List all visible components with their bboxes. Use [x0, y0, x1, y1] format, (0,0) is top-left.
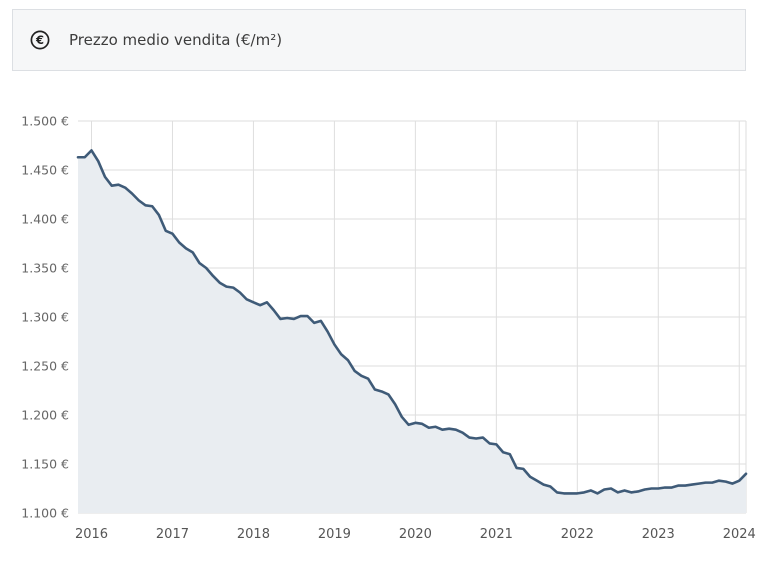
- x-tick-label: 2020: [399, 527, 432, 542]
- x-tick-label: 2016: [75, 527, 108, 542]
- x-tick-label: 2019: [318, 527, 351, 542]
- y-tick-label: 1.150 €: [21, 457, 69, 472]
- y-tick-label: 1.100 €: [21, 506, 69, 521]
- euro-circle-icon: €: [30, 30, 50, 50]
- chart-header: € Prezzo medio vendita (€/m²): [12, 9, 746, 71]
- y-tick-label: 1.450 €: [21, 163, 69, 178]
- x-tick-label: 2022: [561, 527, 594, 542]
- series-area: [78, 150, 746, 513]
- y-axis: 1.500 € 1.450 € 1.400 € 1.350 € 1.300 € 1.250…: [21, 114, 69, 521]
- y-tick-label: 1.300 €: [21, 310, 69, 325]
- x-axis: 2016 2017 2018 2019 2020 2021 2022 2023 2024: [75, 527, 756, 542]
- svg-text:€: €: [35, 33, 44, 47]
- y-tick-label: 1.400 €: [21, 212, 69, 227]
- x-tick-label: 2024: [723, 527, 756, 542]
- x-tick-label: 2017: [156, 527, 189, 542]
- x-tick-label: 2023: [642, 527, 675, 542]
- x-tick-label: 2018: [237, 527, 270, 542]
- series-line: [76, 149, 748, 495]
- y-tick-label: 1.250 €: [21, 359, 69, 374]
- chart-area-layer: [78, 150, 746, 513]
- chart-title: Prezzo medio vendita (€/m²): [69, 31, 283, 49]
- x-tick-label: 2021: [480, 527, 513, 542]
- chart-line-layer: [76, 149, 748, 495]
- y-tick-label: 1.500 €: [21, 114, 69, 129]
- y-tick-label: 1.350 €: [21, 261, 69, 276]
- y-tick-label: 1.200 €: [21, 408, 69, 423]
